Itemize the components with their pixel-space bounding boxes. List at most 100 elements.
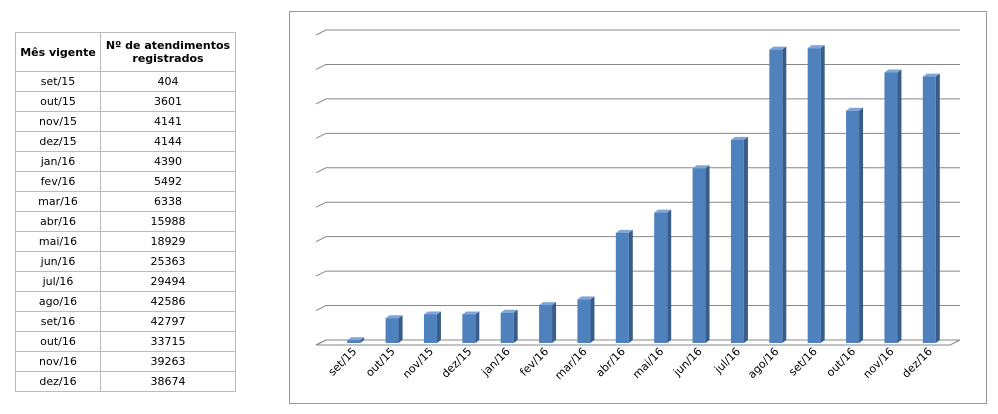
bar-top (769, 46, 787, 50)
bar (615, 232, 629, 343)
bar-top (922, 73, 940, 77)
bar-top (654, 209, 672, 213)
bar-top (500, 309, 518, 313)
bar (500, 312, 514, 343)
table-row: abr/16 15988 (15, 211, 236, 232)
bar (730, 139, 744, 343)
bar (846, 110, 860, 343)
table-row: out/16 33715 (15, 331, 236, 352)
table-cell: abr/16 (15, 211, 101, 232)
table-cell: 18929 (100, 231, 236, 252)
bar-top (462, 311, 480, 315)
bar (423, 314, 437, 343)
bar (692, 168, 706, 343)
bar-top (730, 136, 748, 140)
header-cell: Mês vigente (15, 32, 101, 72)
grid-line (315, 132, 960, 139)
bar-top (615, 229, 633, 233)
x-tick-label: ago/16 (745, 345, 781, 381)
bar-top (846, 107, 864, 111)
x-tick-label: dez/16 (899, 345, 935, 381)
grid-line (315, 167, 960, 174)
bar-top (347, 337, 365, 341)
table-cell: dez/15 (15, 131, 101, 152)
x-tick-label: out/16 (824, 345, 858, 379)
bar-side (743, 136, 748, 343)
bar (385, 318, 399, 343)
table-cell: out/15 (15, 91, 101, 112)
chart-frame (289, 11, 987, 404)
x-tick-label: set/15 (326, 345, 360, 379)
table-row: nov/16 39263 (15, 351, 236, 372)
bar-side (436, 311, 441, 343)
bar-side (705, 165, 710, 343)
x-tick-label: jul/16 (711, 345, 743, 377)
bar (769, 49, 783, 344)
table-row: out/15 3601 (15, 91, 236, 112)
table-cell: 39263 (100, 351, 236, 372)
table-cell: 38674 (100, 371, 236, 392)
grid-line (315, 201, 960, 208)
grid-line (315, 63, 960, 70)
data-table: Mês vigente Nº de atendimentos registrad… (15, 32, 236, 392)
bar (577, 299, 591, 343)
bar-side (475, 311, 480, 343)
table-body: set/15 404 out/15 3601 nov/15 4141 dez/15 4144 j… (15, 71, 236, 392)
bar (654, 212, 668, 343)
table-row: ago/16 42586 (15, 291, 236, 312)
table-row: set/16 42797 (15, 311, 236, 332)
bar-side (782, 46, 787, 344)
header-row: Mês vigente Nº de atendimentos registrad… (15, 32, 236, 72)
table-cell: 6338 (100, 191, 236, 212)
bar-side (859, 107, 864, 343)
bar (807, 48, 821, 344)
bar-side (552, 302, 557, 343)
table-cell: jul/16 (15, 271, 101, 292)
table-row: mar/16 6338 (15, 191, 236, 212)
table-cell: 42797 (100, 311, 236, 332)
bar-top (577, 296, 595, 300)
bar-side (590, 296, 595, 343)
x-tick-label: nov/16 (861, 345, 897, 381)
bar-top (423, 311, 441, 315)
bar (922, 76, 936, 344)
bar-side (628, 229, 633, 343)
table-cell: out/16 (15, 331, 101, 352)
bar-side (360, 337, 365, 343)
bar-top (884, 69, 902, 73)
bar-top (807, 45, 825, 49)
x-tick-label: out/15 (363, 345, 397, 379)
grid-line (315, 339, 960, 346)
grid-line (315, 270, 960, 277)
table-cell: dez/16 (15, 371, 101, 392)
x-tick-label: fev/16 (517, 345, 551, 379)
table-cell: 42586 (100, 291, 236, 312)
bar (462, 314, 476, 343)
table-row: mai/16 18929 (15, 231, 236, 252)
bar-top (539, 302, 557, 306)
table-cell: 5492 (100, 171, 236, 192)
grid-line (315, 305, 960, 312)
floor (315, 339, 961, 346)
x-tick-label: nov/15 (400, 345, 436, 381)
bar-side (935, 73, 940, 344)
bar-side (667, 209, 672, 343)
grid-line (315, 98, 960, 105)
bar-side (398, 315, 403, 343)
header-cell: Nº de atendimentos registrados (100, 32, 236, 72)
grid-line (315, 29, 960, 36)
bar-side (513, 309, 518, 343)
bar-top (385, 315, 403, 319)
x-tick-label: mai/16 (630, 345, 666, 381)
bar-side (820, 45, 825, 344)
x-tick-label: abr/16 (593, 345, 628, 380)
x-tick-label: set/16 (786, 345, 820, 379)
table-cell: 4144 (100, 131, 236, 152)
x-tick-label: mar/16 (552, 345, 589, 382)
x-tick-label: jan/16 (479, 345, 513, 379)
grid-line (315, 236, 960, 243)
bar (884, 72, 898, 344)
bar (539, 305, 553, 343)
